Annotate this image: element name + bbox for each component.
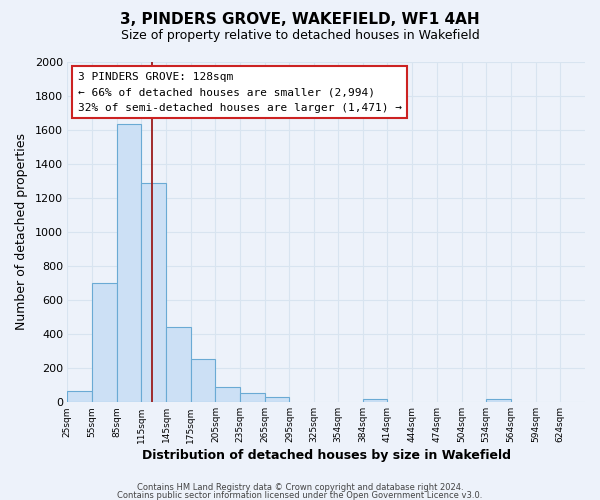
Text: 3 PINDERS GROVE: 128sqm
← 66% of detached houses are smaller (2,994)
32% of semi: 3 PINDERS GROVE: 128sqm ← 66% of detache… <box>77 72 401 113</box>
X-axis label: Distribution of detached houses by size in Wakefield: Distribution of detached houses by size … <box>142 450 511 462</box>
Y-axis label: Number of detached properties: Number of detached properties <box>15 134 28 330</box>
Bar <box>191 358 215 402</box>
Bar <box>92 283 116 402</box>
Bar <box>166 327 191 402</box>
Text: Contains public sector information licensed under the Open Government Licence v3: Contains public sector information licen… <box>118 492 482 500</box>
Text: Size of property relative to detached houses in Wakefield: Size of property relative to detached ho… <box>121 29 479 42</box>
Text: Contains HM Land Registry data © Crown copyright and database right 2024.: Contains HM Land Registry data © Crown c… <box>137 483 463 492</box>
Bar <box>116 124 142 402</box>
Bar <box>142 183 166 402</box>
Bar <box>240 392 265 402</box>
Bar <box>363 398 388 402</box>
Bar <box>486 398 511 402</box>
Text: 3, PINDERS GROVE, WAKEFIELD, WF1 4AH: 3, PINDERS GROVE, WAKEFIELD, WF1 4AH <box>120 12 480 28</box>
Bar <box>215 386 240 402</box>
Bar <box>265 397 289 402</box>
Bar <box>67 391 92 402</box>
